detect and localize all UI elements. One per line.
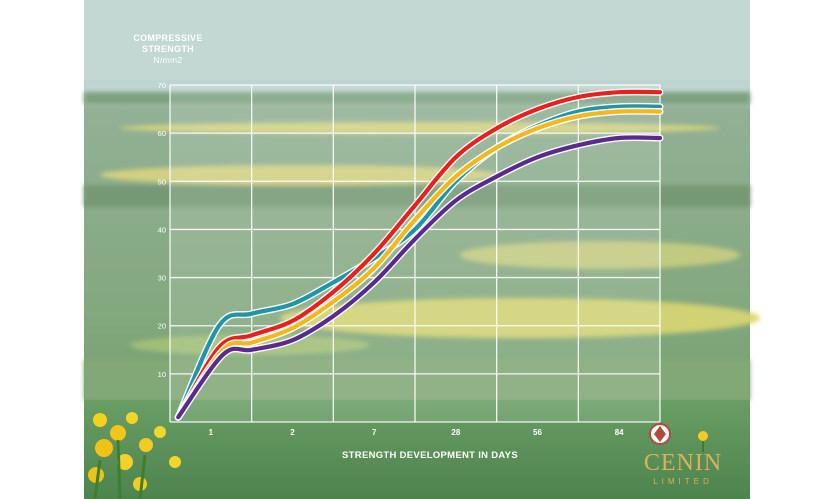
bottom-band — [84, 400, 750, 499]
x-tick-label: 2 — [290, 428, 295, 437]
plot-area: 10 20 30 40 50 60 70 1 2 7 28 56 84 — [158, 81, 664, 437]
sky-area — [84, 0, 750, 80]
cenin-logo: CENIN LIMITED — [628, 418, 738, 488]
y-axis-title: COMPRESSIVE STRENGTH N/mm2 — [118, 33, 218, 66]
y-tick-label: 70 — [158, 81, 166, 90]
series-line-2 — [176, 89, 663, 420]
y-axis-unit: N/mm2 — [153, 55, 183, 65]
y-axis-title-line-1: COMPRESSIVE — [133, 33, 203, 43]
logo-emblem-icon — [649, 423, 708, 452]
y-tick-label: 60 — [158, 129, 166, 138]
x-tick-label: 7 — [372, 428, 377, 437]
y-tick-label: 50 — [158, 177, 166, 186]
x-axis-title: STRENGTH DEVELOPMENT IN DAYS — [342, 450, 518, 461]
x-tick-label: 56 — [533, 428, 542, 437]
logo-subtitle: LIMITED — [653, 477, 713, 486]
series-line-3 — [176, 109, 663, 420]
y-tick-label: 30 — [158, 274, 166, 283]
series-line-4 — [176, 135, 663, 420]
daffodils — [88, 412, 181, 499]
x-tick-label: 84 — [615, 428, 624, 437]
y-axis-title-line-2: STRENGTH — [142, 44, 194, 54]
logo-name: CENIN — [643, 450, 723, 476]
series-line-1 — [176, 104, 663, 420]
x-tick-label: 28 — [451, 428, 460, 437]
y-tick-label: 10 — [158, 370, 166, 379]
x-tick-label: 1 — [209, 428, 214, 437]
y-tick-label: 40 — [158, 225, 166, 234]
y-tick-label: 20 — [158, 322, 166, 331]
